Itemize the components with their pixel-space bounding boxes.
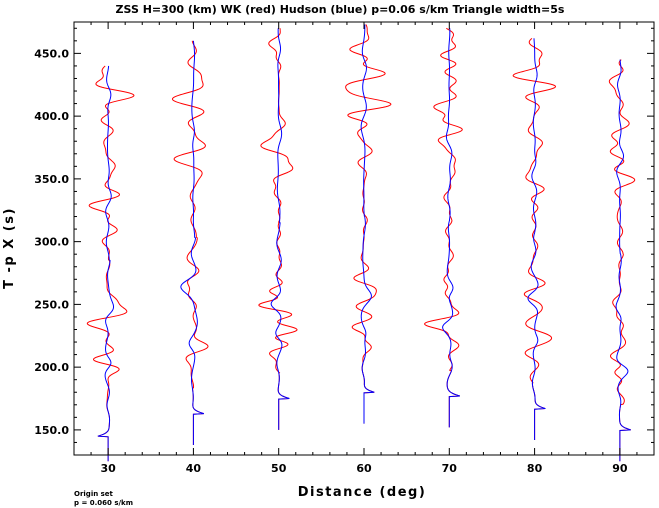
trace-hudson-50 xyxy=(270,28,290,430)
trace-wk-90 xyxy=(608,59,636,462)
trace-hudson-40 xyxy=(180,40,205,445)
trace-wk-70 xyxy=(424,27,463,428)
y-tick-label: 200.0 xyxy=(34,361,69,374)
x-tick-label: 70 xyxy=(442,462,458,475)
trace-wk-30 xyxy=(86,65,135,462)
y-tick-label: 300.0 xyxy=(34,236,69,249)
y-tick-label: 450.0 xyxy=(34,47,69,60)
y-tick-label: 150.0 xyxy=(34,424,69,437)
x-tick-label: 30 xyxy=(100,462,116,475)
x-tick-label: 50 xyxy=(271,462,287,475)
trace-wk-60 xyxy=(345,24,392,424)
chart-title: ZSS H=300 (km) WK (red) Hudson (blue) p=… xyxy=(116,3,565,16)
x-axis-label: Distance (deg) xyxy=(298,485,427,500)
traces-group xyxy=(86,24,636,462)
x-tick-label: 90 xyxy=(612,462,628,475)
y-tick-label: 250.0 xyxy=(34,298,69,311)
x-tick-label: 80 xyxy=(527,462,543,475)
y-tick-label: 350.0 xyxy=(34,173,69,186)
trace-hudson-60 xyxy=(360,24,375,424)
trace-hudson-90 xyxy=(615,59,631,462)
trace-hudson-80 xyxy=(527,38,546,440)
x-tick-label: 40 xyxy=(186,462,202,475)
y-axis: 150.0 200.0 250.0 300.0 350.0 400.0 450.0 xyxy=(34,27,654,443)
y-tick-label: 400.0 xyxy=(34,110,69,123)
x-tick-label: 60 xyxy=(356,462,372,475)
footer-line-1: Origin set xyxy=(74,490,114,498)
trace-hudson-70 xyxy=(442,28,460,428)
y-axis-label: T -p X (s) xyxy=(2,207,17,289)
footer-line-2: p = 0.060 s/km xyxy=(74,499,133,507)
x-axis: 30 40 50 60 70 80 90 xyxy=(73,22,655,475)
trace-wk-40 xyxy=(171,40,209,445)
trace-hudson-30 xyxy=(97,65,115,462)
